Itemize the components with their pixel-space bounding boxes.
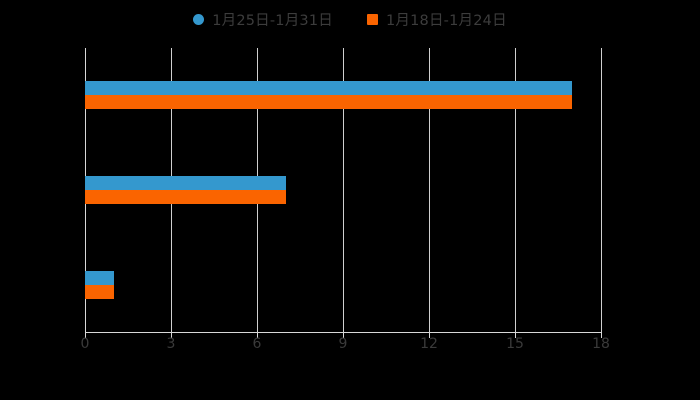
legend-item-series-2[interactable]: 1月18日-1月24日: [367, 9, 507, 30]
x-axis-tick: [85, 332, 86, 338]
x-axis-tick-label: 0: [80, 336, 90, 352]
x-axis-tick: [257, 332, 258, 338]
bar-series-1[interactable]: [85, 176, 286, 190]
bar-series-1[interactable]: [85, 270, 114, 285]
x-axis-tick: [343, 332, 344, 338]
bar-group: [85, 270, 601, 299]
x-gridline: [429, 48, 430, 332]
bar-group: [85, 81, 601, 110]
bar-series-1[interactable]: [85, 81, 573, 96]
x-axis-tick-label: 18: [592, 336, 610, 352]
x-axis-tick-label: 15: [506, 336, 524, 352]
legend-label-series-1: 1月25日-1月31日: [212, 12, 333, 29]
chart-legend: 1月25日-1月31日 1月18日-1月24日: [0, 6, 700, 32]
bar-series-2[interactable]: [85, 190, 286, 204]
x-axis-tick: [515, 332, 516, 338]
x-gridline: [515, 48, 516, 332]
x-axis-tick-label: 12: [420, 336, 438, 352]
x-axis-tick-label: 6: [252, 336, 262, 352]
bar-series-2[interactable]: [85, 284, 114, 299]
x-axis-tick: [171, 332, 172, 338]
x-gridline: [343, 48, 344, 332]
plot-area: [85, 48, 602, 332]
bar-series-2[interactable]: [85, 95, 573, 110]
legend-marker-circle-blue: [193, 13, 205, 25]
x-axis-tick-label: 9: [338, 336, 348, 352]
x-axis-tick: [601, 332, 602, 338]
bar-group: [85, 176, 601, 204]
legend-item-series-1[interactable]: 1月25日-1月31日: [193, 9, 333, 30]
x-axis-tick-label: 3: [166, 336, 176, 352]
x-axis-tick: [429, 332, 430, 338]
legend-label-series-2: 1月18日-1月24日: [386, 12, 507, 29]
legend-marker-square-orange: [367, 13, 378, 25]
x-gridline: [601, 48, 602, 332]
